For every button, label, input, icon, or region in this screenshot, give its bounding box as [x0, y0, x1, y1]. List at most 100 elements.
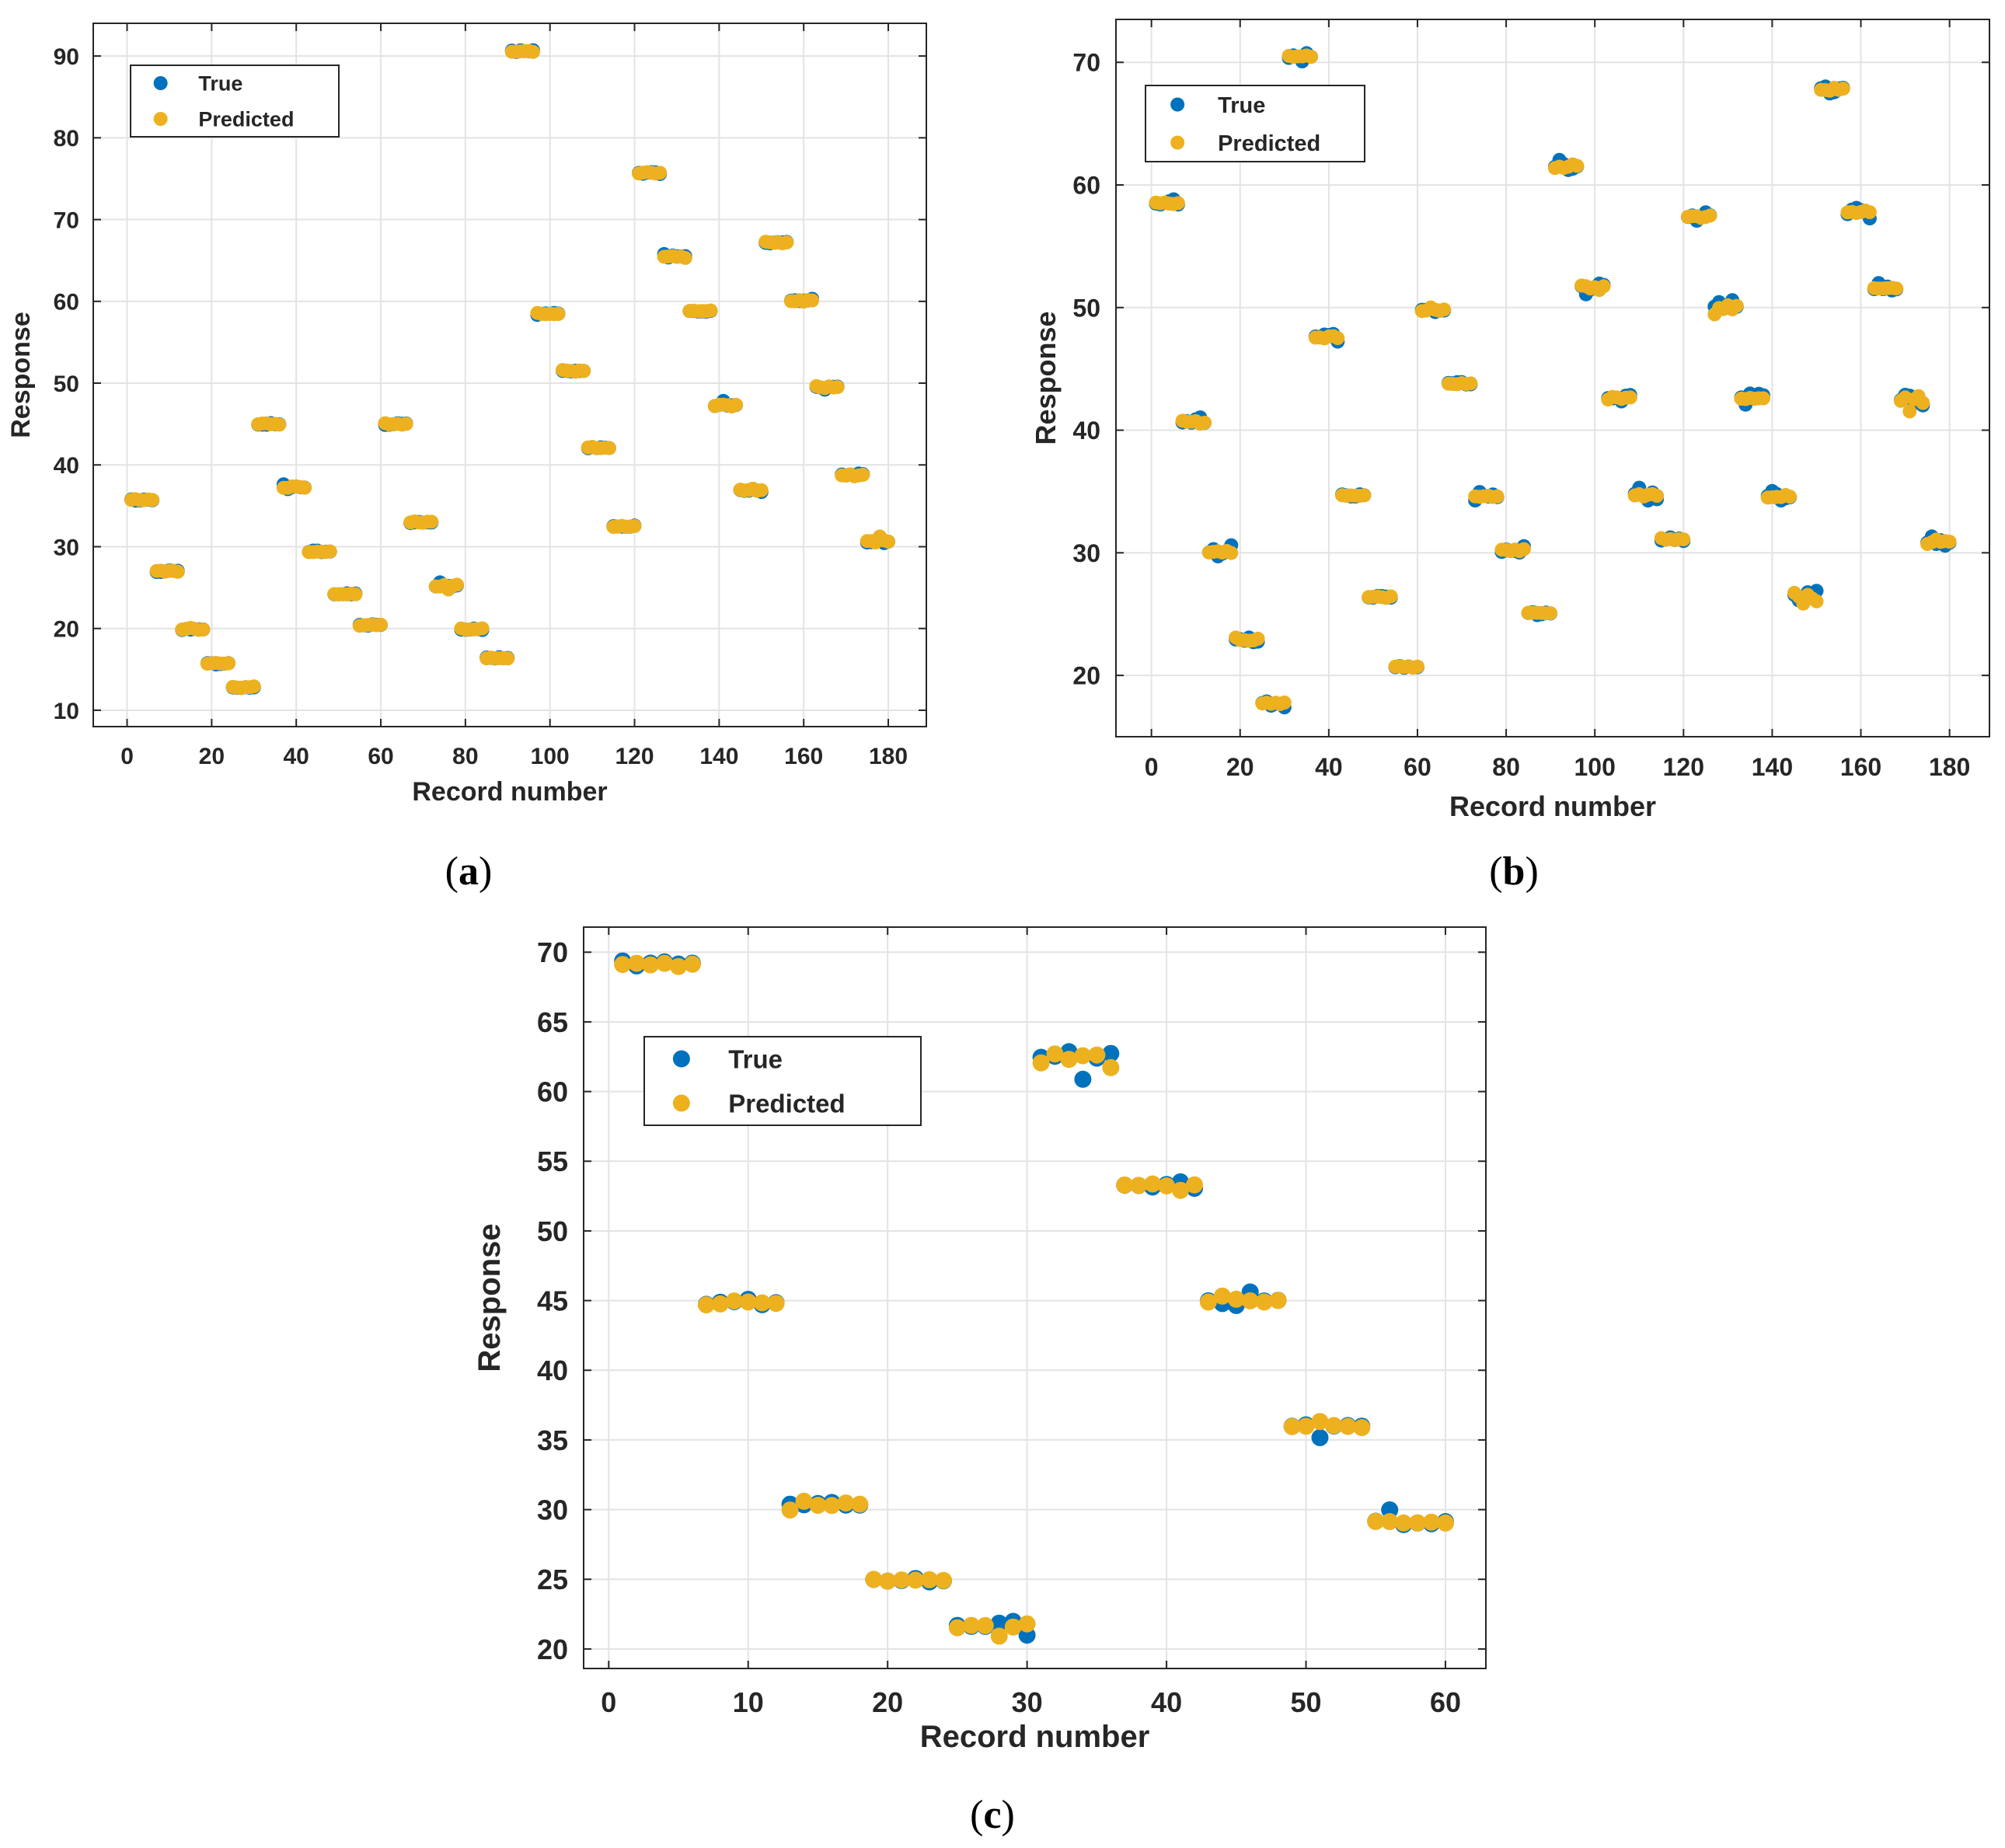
- predicted-point: [935, 1571, 952, 1589]
- predicted-point: [1213, 1287, 1231, 1305]
- predicted-point: [323, 544, 337, 559]
- predicted-point: [976, 1616, 994, 1634]
- x-tick-label: 100: [531, 744, 570, 769]
- y-tick-label: 40: [54, 453, 79, 479]
- legend-true-label: True: [1218, 93, 1265, 118]
- predicted-point: [753, 1294, 771, 1312]
- legend-true-marker: [153, 76, 168, 90]
- predicted-point: [1018, 1615, 1036, 1633]
- predicted-point: [809, 1497, 827, 1514]
- x-tick-label: 40: [284, 744, 309, 769]
- y-tick-label: 45: [537, 1285, 568, 1317]
- predicted-point: [767, 1295, 785, 1313]
- legend-predicted-marker: [153, 112, 168, 126]
- true-point: [990, 1614, 1008, 1632]
- predicted-point: [1437, 302, 1452, 317]
- y-tick-label: 60: [54, 290, 79, 316]
- predicted-point: [1889, 281, 1904, 296]
- predicted-point: [1283, 1417, 1301, 1435]
- true-point: [1381, 1501, 1399, 1518]
- caption-letter: a: [459, 849, 479, 894]
- x-tick-label: 80: [452, 744, 478, 769]
- x-tick-label: 180: [1929, 753, 1970, 781]
- x-tick-label: 60: [368, 744, 393, 769]
- predicted-point: [754, 483, 769, 497]
- predicted-point: [450, 577, 464, 592]
- y-axis-label: Response: [1030, 311, 1062, 445]
- predicted-point: [656, 954, 674, 972]
- predicted-point: [1170, 196, 1185, 211]
- predicted-point: [1158, 1177, 1176, 1194]
- predicted-point: [1395, 1514, 1413, 1532]
- predicted-point: [1116, 1176, 1134, 1194]
- panel-caption: (a): [445, 849, 493, 894]
- predicted-point: [1650, 489, 1665, 503]
- predicted-point: [1410, 659, 1424, 674]
- predicted-point: [1330, 331, 1345, 346]
- predicted-point: [823, 1497, 841, 1515]
- legend-true-marker: [672, 1050, 690, 1068]
- predicted-point: [795, 1492, 813, 1510]
- predicted-point: [851, 1495, 869, 1513]
- predicted-point: [1004, 1618, 1022, 1636]
- y-tick-label: 80: [54, 126, 79, 152]
- predicted-point: [1676, 532, 1691, 547]
- predicted-point: [1144, 1175, 1162, 1193]
- legend: True Predicted: [1145, 85, 1365, 162]
- y-tick-label: 70: [1072, 49, 1100, 77]
- predicted-point: [602, 441, 616, 455]
- predicted-point: [830, 380, 845, 395]
- caption-letter: c: [983, 1793, 1001, 1837]
- x-tick-label: 120: [1663, 753, 1704, 781]
- predicted-point: [272, 417, 287, 432]
- predicted-point: [1088, 1046, 1106, 1064]
- predicted-point: [1516, 542, 1531, 556]
- predicted-point: [1756, 391, 1770, 406]
- x-tick-label: 0: [120, 744, 134, 769]
- predicted-point: [670, 957, 687, 975]
- predicted-point: [628, 954, 646, 972]
- predicted-point: [1836, 82, 1850, 96]
- x-tick-label: 0: [601, 1686, 616, 1718]
- predicted-point: [711, 1295, 729, 1313]
- predicted-point: [475, 621, 490, 636]
- predicted-point: [1304, 50, 1318, 64]
- legend-predicted-label: Predicted: [1218, 131, 1320, 156]
- predicted-point: [1325, 1417, 1343, 1435]
- predicted-point: [921, 1571, 938, 1588]
- predicted-point: [1409, 1514, 1427, 1532]
- x-tick-label: 180: [869, 744, 908, 769]
- y-tick-label: 60: [1072, 172, 1100, 200]
- predicted-point: [1809, 594, 1824, 608]
- x-tick-label: 0: [1145, 753, 1159, 781]
- predicted-point: [627, 519, 642, 533]
- y-tick-label: 20: [537, 1634, 568, 1665]
- predicted-point: [1032, 1054, 1050, 1072]
- x-tick-label: 100: [1574, 753, 1616, 781]
- predicted-point: [781, 1501, 799, 1519]
- predicted-point: [1463, 376, 1478, 391]
- y-tick-label: 50: [1072, 294, 1100, 322]
- predicted-point: [678, 250, 692, 265]
- predicted-point: [1227, 1290, 1245, 1308]
- x-tick-label: 60: [1404, 753, 1431, 781]
- caption-open-paren: (: [445, 849, 459, 894]
- y-tick-label: 30: [1072, 539, 1100, 567]
- predicted-point: [1942, 535, 1957, 549]
- true-point: [1311, 1428, 1329, 1446]
- true-point: [1102, 1044, 1120, 1062]
- legend-predicted-marker: [1170, 135, 1185, 150]
- panel-b: 0 20 40 60 80 100 120 140 160 180 20 30 40 50 60 70 Reco…: [1030, 19, 1990, 894]
- predicted-point: [684, 955, 701, 973]
- predicted-point: [856, 468, 870, 482]
- x-tick-label: 120: [615, 744, 654, 769]
- predicted-point: [1367, 1512, 1385, 1530]
- predicted-point: [374, 617, 388, 632]
- caption-open-paren: (: [1489, 849, 1502, 894]
- true-point: [1074, 1070, 1092, 1088]
- x-tick-label: 80: [1492, 753, 1520, 781]
- y-tick-label: 70: [54, 207, 79, 233]
- predicted-point: [1596, 279, 1611, 294]
- y-axis-label: Response: [472, 1223, 507, 1372]
